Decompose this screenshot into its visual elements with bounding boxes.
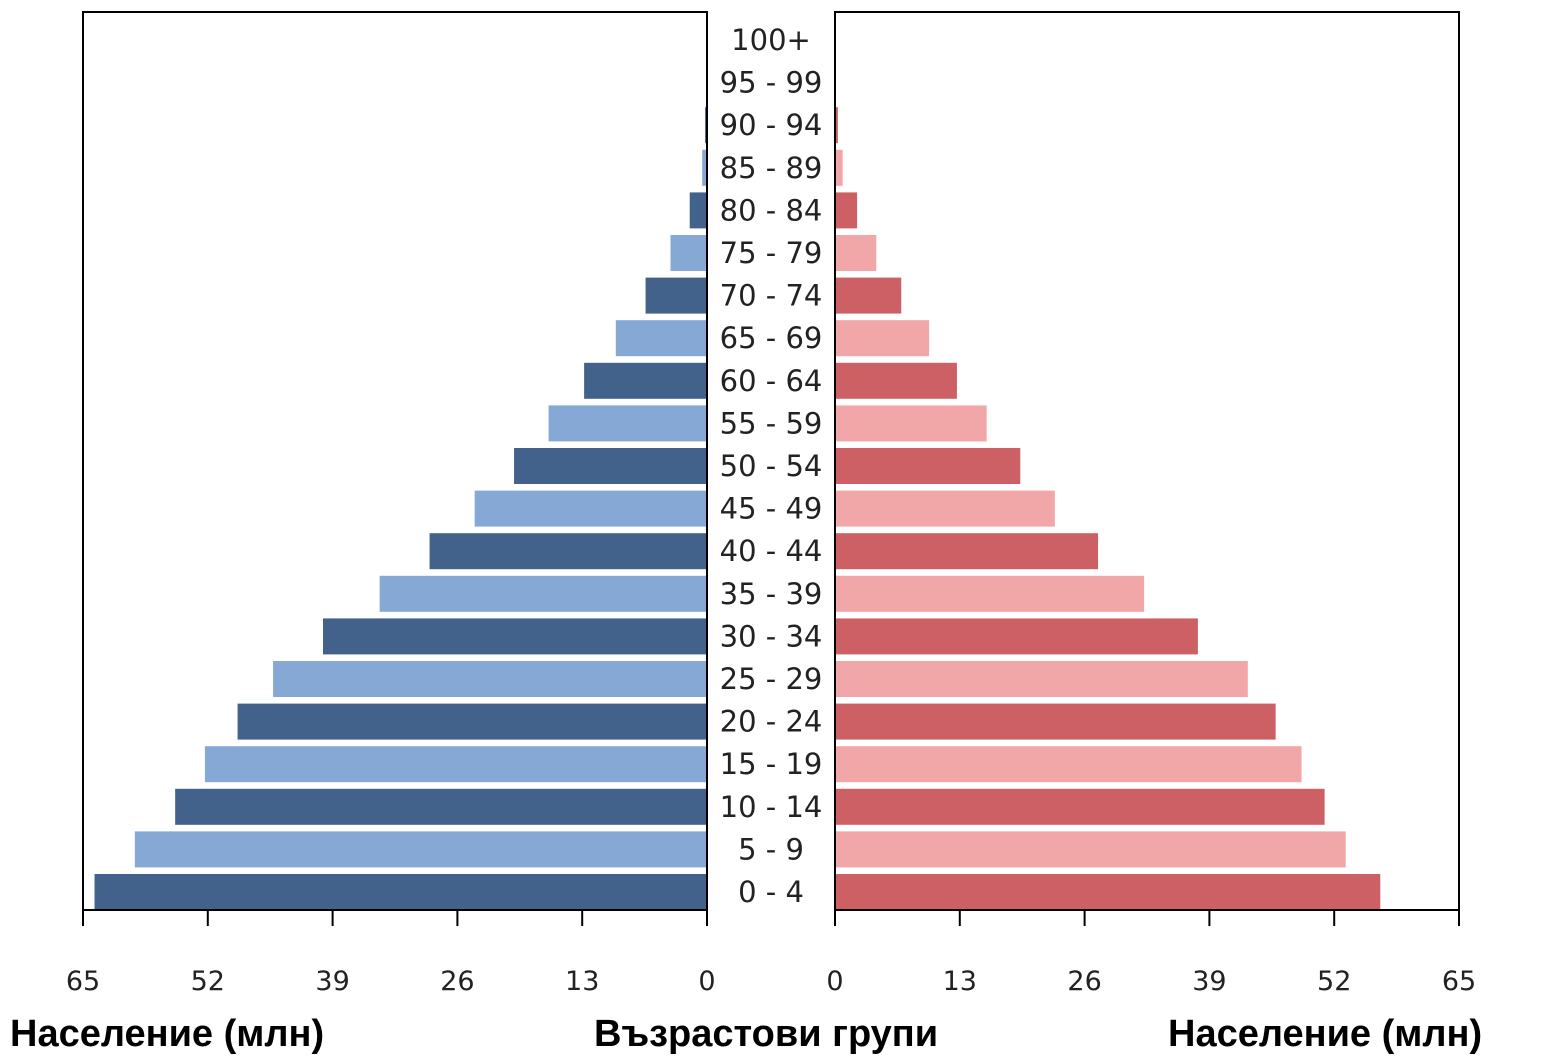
left-bar (323, 618, 707, 655)
left-x-tick-label: 13 (565, 966, 599, 997)
left-bar (670, 235, 707, 271)
left-bar (175, 788, 707, 825)
left-bar (474, 490, 707, 527)
right-bar (835, 490, 1055, 527)
right-x-tick-label: 52 (1317, 966, 1351, 997)
left-bars-group (94, 22, 708, 910)
right-bar (835, 788, 1325, 825)
age-group-label: 30 - 34 (720, 619, 823, 653)
right-x-tick-label: 65 (1442, 966, 1476, 997)
right-bars-group (835, 22, 1381, 910)
left-bar (429, 533, 707, 570)
left-bar (584, 362, 707, 399)
right-bar (835, 277, 902, 314)
right-bar (835, 320, 930, 357)
age-group-label: 25 - 29 (720, 662, 823, 696)
left-bar (134, 831, 708, 868)
left-bar (204, 746, 708, 783)
left-panel-frame (82, 11, 708, 910)
age-group-label: 65 - 69 (720, 321, 823, 355)
left-bar (94, 874, 707, 910)
age-groups-title: Възрастови групи (594, 1013, 939, 1055)
right-x-tick-label: 26 (1067, 966, 1101, 997)
age-group-label: 90 - 94 (720, 108, 823, 142)
right-x-tick-label: 0 (826, 966, 843, 997)
x-axis-label-left: Население (млн) (10, 1013, 325, 1055)
right-bar (835, 149, 843, 186)
age-group-label: 40 - 44 (720, 534, 823, 568)
right-bar (835, 831, 1346, 868)
right-bar (835, 405, 987, 442)
left-bar (645, 277, 707, 314)
left-bar (702, 149, 707, 186)
age-group-label: 15 - 19 (720, 747, 823, 781)
left-bar (689, 192, 707, 229)
right-bar (835, 448, 1021, 484)
age-group-label: 5 - 9 (738, 832, 804, 866)
age-group-label: 80 - 84 (720, 193, 823, 227)
right-bar (835, 575, 1145, 612)
left-x-tick-label: 52 (191, 966, 225, 997)
age-group-label: 60 - 64 (720, 364, 823, 398)
right-bar (835, 661, 1248, 697)
right-x-tick-label: 13 (943, 966, 977, 997)
age-group-label: 75 - 79 (720, 236, 823, 270)
age-group-label: 85 - 89 (720, 151, 823, 185)
left-bar (548, 405, 707, 442)
age-group-label: 50 - 54 (720, 449, 823, 483)
left-x-tick-label: 65 (66, 966, 100, 997)
right-bar (835, 746, 1302, 783)
left-bar (514, 448, 707, 484)
right-bar (835, 192, 858, 229)
left-x-tick-label: 39 (315, 966, 349, 997)
left-bar (237, 703, 707, 740)
right-bar (835, 874, 1381, 910)
right-bar (835, 618, 1198, 655)
age-group-label: 100+ (731, 23, 811, 57)
age-group-label: 70 - 74 (720, 279, 823, 313)
left-bar (273, 661, 707, 697)
age-labels-group: 0 - 4 5 - 9 10 - 14 15 - 19 20 - 24 25 - 29 30… (720, 23, 823, 909)
right-bar (835, 703, 1276, 740)
right-bar (835, 235, 877, 271)
age-group-label: 55 - 59 (720, 406, 823, 440)
left-x-tick-label: 26 (440, 966, 474, 997)
age-group-label: 95 - 99 (720, 66, 823, 100)
age-group-label: 45 - 49 (720, 492, 823, 526)
x-axis-label-right: Население (млн) (1168, 1013, 1483, 1055)
right-bar (835, 533, 1099, 570)
age-group-label: 0 - 4 (738, 875, 804, 909)
left-x-tick-label: 0 (698, 966, 715, 997)
age-group-label: 35 - 39 (720, 577, 823, 611)
age-group-label: 20 - 24 (720, 705, 823, 739)
right-x-tick-label: 39 (1192, 966, 1226, 997)
left-bar (379, 575, 707, 612)
left-bar (615, 320, 707, 357)
right-panel-frame (834, 11, 1460, 910)
axes-group (82, 11, 1460, 911)
right-bar (835, 107, 838, 144)
ticks-group: 0 0 13 13 26 26 39 39 52 52 65 65 (66, 910, 1476, 997)
right-bar (835, 362, 957, 399)
age-group-label: 10 - 14 (720, 790, 823, 824)
